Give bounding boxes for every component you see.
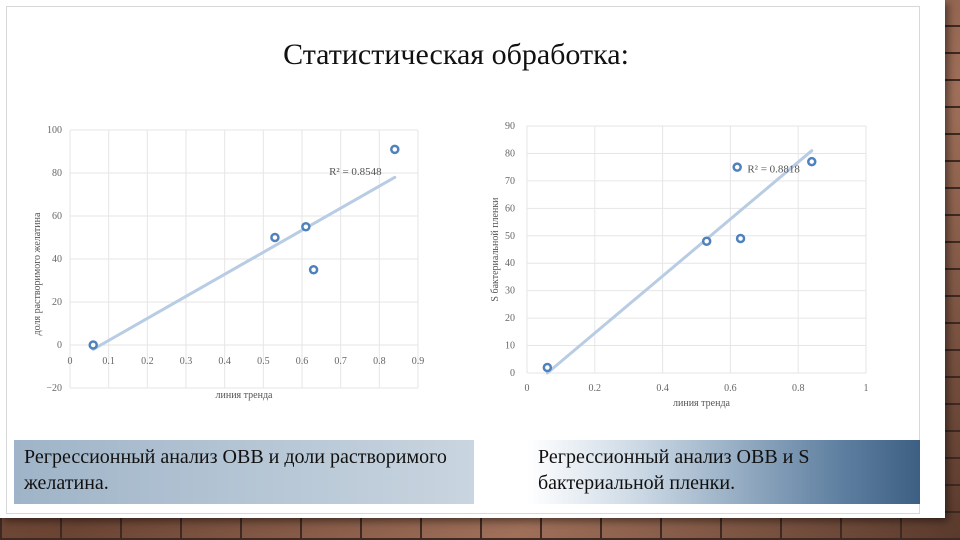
x-tick-label: 0.6 [296, 356, 309, 367]
x-tick-label: 0 [68, 356, 73, 367]
x-tick-label: 0.2 [141, 356, 154, 367]
x-tick-label: 0.4 [218, 356, 231, 367]
data-point [88, 340, 98, 350]
y-axis-title: доля растворимого желатина [32, 212, 43, 335]
data-point [301, 222, 311, 232]
x-tick-label: 0.8 [373, 356, 386, 367]
x-tick-label: 0.5 [257, 356, 270, 367]
x-tick-label: 0.9 [412, 356, 425, 367]
x-tick-label: 0.1 [102, 356, 115, 367]
y-tick-label: 80 [505, 148, 515, 159]
slide-title: Статистическая обработка: [283, 38, 629, 71]
y-tick-label: 30 [505, 286, 515, 297]
x-tick-label: 0 [525, 383, 530, 394]
r-squared-label: R² = 0.8818 [747, 164, 800, 176]
trendline [91, 175, 397, 351]
data-point [732, 162, 742, 172]
data-point [807, 156, 817, 167]
y-tick-label: 0 [57, 340, 62, 351]
data-point [270, 232, 280, 243]
x-tick-label: 0.4 [656, 383, 669, 394]
y-tick-label: 40 [505, 258, 515, 269]
caption-right: Регрессионный анализ ОВВ и S бактериальн… [528, 440, 920, 504]
x-axis-title: линия тренда [673, 398, 731, 409]
y-axis-title: S бактериальной пленки [490, 197, 501, 302]
r-squared-label: R² = 0.8548 [329, 166, 382, 178]
y-tick-label: 100 [47, 125, 62, 136]
data-point [735, 233, 746, 244]
x-tick-label: 0.7 [334, 356, 347, 367]
data-point [308, 265, 319, 275]
y-tick-label: 50 [505, 231, 515, 242]
x-tick-label: 0.6 [724, 383, 737, 394]
y-tick-label: −20 [46, 383, 62, 394]
y-tick-label: 70 [505, 176, 515, 187]
x-tick-label: 0.3 [180, 356, 193, 367]
data-point [390, 144, 400, 155]
y-tick-label: 90 [505, 121, 515, 132]
y-tick-label: 60 [52, 211, 62, 222]
chart-1: 0 0.1 0.2 0.3 0.4 0.5 0.6 0.7 0.8 0.9 −20 0 20 40 60 80… [32, 125, 424, 401]
slide-frame [6, 6, 920, 514]
x-tick-label: 0.2 [589, 383, 602, 394]
y-tick-label: 40 [52, 254, 62, 265]
y-tick-label: 80 [52, 168, 62, 179]
y-tick-label: 20 [52, 297, 62, 308]
y-tick-label: 60 [505, 203, 515, 214]
charts-canvas: 0 0.1 0.2 0.3 0.4 0.5 0.6 0.7 0.8 0.9 −20 0 20 40 60 80… [32, 121, 869, 409]
slide: Статистическая обработка: 0 0.1 0.2 0.3 0.4 0… [0, 0, 945, 518]
y-tick-label: 10 [505, 341, 515, 352]
x-tick-label: 1 [864, 383, 869, 394]
x-axis-title: линия тренда [216, 390, 274, 401]
x-tick-label: 0.8 [792, 383, 805, 394]
y-tick-label: 20 [505, 313, 515, 324]
caption-left: Регрессионный анализ ОВВ и доли раствори… [14, 440, 474, 504]
y-tick-label: 0 [510, 368, 515, 379]
data-point [701, 236, 712, 247]
trendline [545, 149, 814, 375]
data-point [542, 362, 553, 373]
